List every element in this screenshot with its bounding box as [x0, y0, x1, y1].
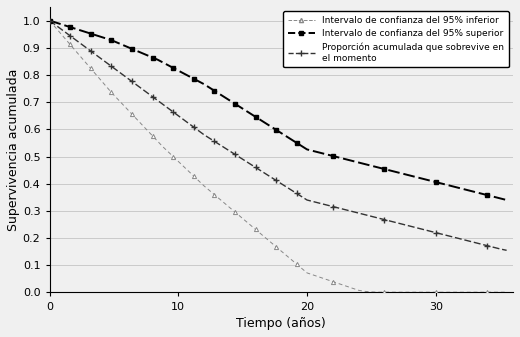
Legend: Intervalo de confianza del 95% inferior, Intervalo de confianza del 95% superior: Intervalo de confianza del 95% inferior,… [283, 11, 509, 67]
X-axis label: Tiempo (años): Tiempo (años) [237, 317, 326, 330]
Y-axis label: Supervivencia acumulada: Supervivencia acumulada [7, 68, 20, 231]
